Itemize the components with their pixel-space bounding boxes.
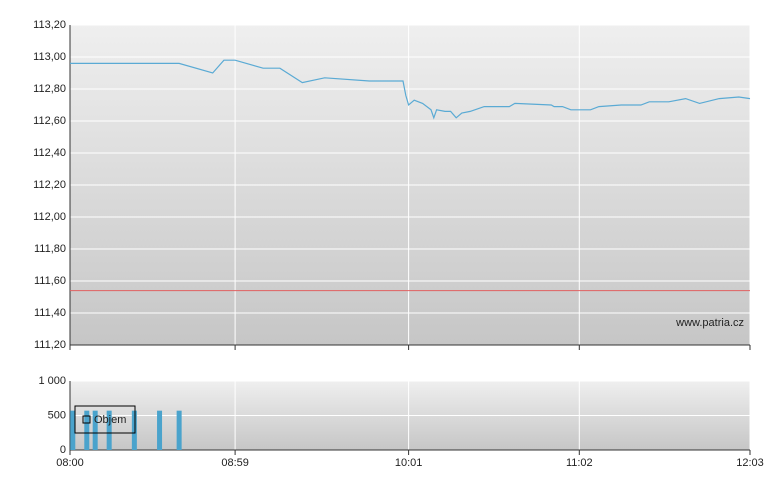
bar [131, 410, 137, 450]
x-tick-label: 08:59 [221, 457, 249, 469]
x-tick-label: 11:02 [566, 457, 593, 469]
bar [106, 410, 112, 450]
legend-box [74, 405, 136, 434]
y-tick-label: 111,80 [34, 243, 66, 255]
x-tick-label: 08:00 [56, 457, 84, 469]
bar [157, 410, 163, 450]
y-tick-label: 111,60 [34, 275, 66, 287]
legend-swatch [82, 415, 91, 424]
y-tick-label: 112,80 [33, 83, 66, 95]
y-tick-label: 111,20 [34, 339, 66, 351]
y-tick-label: 112,00 [33, 211, 66, 223]
y-tick-label: 112,20 [33, 179, 66, 191]
y-tick-label: 1 000 [38, 375, 66, 387]
legend-label: Objem [94, 414, 126, 426]
y-tick-label: 113,00 [33, 51, 66, 63]
y-tick-label: 112,60 [33, 115, 66, 127]
bar [92, 410, 98, 450]
x-tick-label: 10:01 [395, 457, 423, 469]
y-tick-label: 111,40 [34, 307, 66, 319]
y-tick-label: 112,40 [33, 147, 66, 159]
price-line [70, 59, 751, 120]
bar [176, 410, 182, 450]
y-tick-label: 113,20 [33, 19, 66, 31]
y-tick-label: 0 [60, 444, 66, 456]
bar [70, 410, 76, 450]
x-tick-label: 12:03 [736, 457, 764, 469]
y-tick-label: 500 [48, 409, 66, 421]
bar [84, 410, 90, 450]
watermark: www.patria.cz [675, 317, 744, 329]
